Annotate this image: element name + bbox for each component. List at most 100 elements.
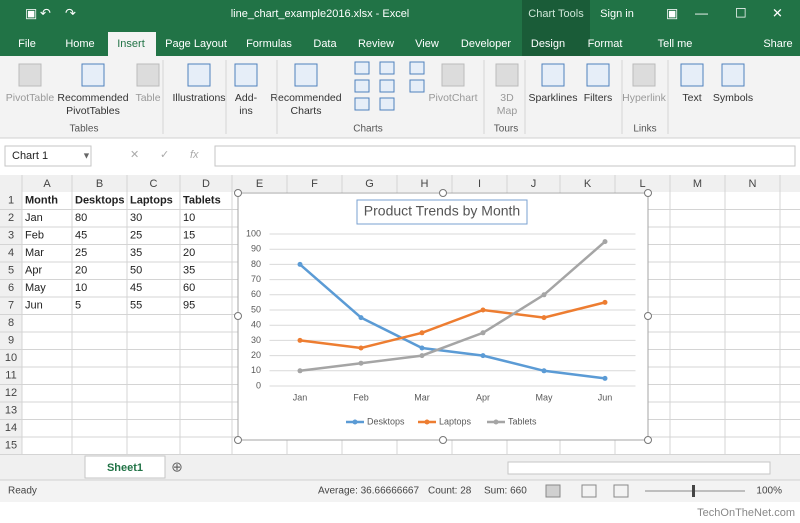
cell[interactable]: 80	[75, 212, 87, 224]
column-header[interactable]: N	[749, 178, 757, 190]
undo-icon[interactable]: ↶	[40, 5, 51, 20]
ribbon-icon[interactable]	[680, 63, 704, 87]
cell[interactable]: Feb	[25, 230, 44, 242]
cell[interactable]: 25	[130, 230, 142, 242]
name-box-arrow[interactable]: ▼	[82, 150, 91, 160]
ribbon-tab[interactable]: Review	[358, 38, 394, 50]
view-break[interactable]	[613, 484, 629, 498]
row-header[interactable]: 7	[8, 300, 14, 312]
ribbon-button-label[interactable]: Recommended	[57, 92, 128, 104]
ribbon-tab[interactable]: Insert	[117, 38, 145, 50]
ribbon-button-label[interactable]: Recommended	[270, 92, 341, 104]
row-header[interactable]: 15	[5, 440, 17, 452]
ribbon-tab[interactable]: Share	[763, 38, 792, 50]
row-header[interactable]: 10	[5, 352, 17, 364]
sign-in[interactable]: Sign in	[600, 8, 634, 20]
cell[interactable]: 25	[75, 247, 87, 259]
cell[interactable]: 95	[183, 300, 195, 312]
resize-handle[interactable]	[439, 189, 447, 197]
column-header[interactable]: E	[256, 178, 263, 190]
ribbon-button-label[interactable]: Charts	[291, 105, 322, 117]
resize-handle[interactable]	[234, 189, 242, 197]
column-header[interactable]: A	[43, 178, 51, 190]
chart-area[interactable]	[237, 192, 649, 441]
ribbon-icon[interactable]	[234, 63, 258, 87]
row-header[interactable]: 13	[5, 405, 17, 417]
ribbon-button-label[interactable]: PivotTables	[66, 105, 120, 117]
ribbon-tab[interactable]: Tell me	[658, 38, 693, 50]
cell[interactable]: 5	[75, 300, 81, 312]
cell[interactable]: 15	[183, 230, 195, 242]
resize-handle[interactable]	[439, 436, 447, 444]
resize-handle[interactable]	[234, 312, 242, 320]
ribbon-button-label[interactable]: Filters	[584, 92, 613, 104]
name-box[interactable]	[4, 145, 92, 167]
chart-type-icon[interactable]	[409, 79, 425, 93]
chart-type-icon[interactable]	[379, 61, 395, 75]
row-header[interactable]: 11	[5, 370, 16, 382]
cell[interactable]: 35	[130, 247, 142, 259]
ribbon-button-label[interactable]: Map	[497, 105, 518, 117]
ribbon-button-label[interactable]: ins	[239, 105, 252, 117]
ribbon-icon[interactable]	[18, 63, 42, 87]
cell[interactable]: 20	[75, 265, 87, 277]
view-normal[interactable]	[545, 484, 561, 498]
view-layout[interactable]	[581, 484, 597, 498]
ribbon-tab[interactable]: Developer	[461, 38, 511, 50]
ribbon-button-label[interactable]: Hyperlink	[622, 92, 667, 104]
cell[interactable]: 50	[130, 265, 142, 277]
cell[interactable]: Mar	[25, 247, 44, 259]
ribbon-tab[interactable]: File	[18, 38, 36, 50]
chart-type-icon[interactable]	[379, 79, 395, 93]
cell[interactable]: Desktops	[75, 195, 125, 207]
column-header[interactable]: J	[531, 178, 537, 190]
column-header[interactable]: H	[421, 178, 429, 190]
row-header[interactable]: 5	[8, 265, 14, 277]
minimize[interactable]: —	[695, 5, 708, 20]
column-header[interactable]: L	[639, 178, 645, 190]
cell[interactable]: 45	[130, 282, 142, 294]
cell[interactable]: 55	[130, 300, 142, 312]
resize-handle[interactable]	[644, 189, 652, 197]
ribbon-icon[interactable]	[721, 63, 745, 87]
row-header[interactable]: 4	[8, 247, 14, 259]
ribbon-tab[interactable]: Formulas	[246, 38, 292, 50]
row-header[interactable]: 6	[8, 282, 14, 294]
cell[interactable]: Jun	[25, 300, 43, 312]
column-header[interactable]: F	[311, 178, 318, 190]
sheet-tab[interactable]: Sheet1	[107, 462, 143, 474]
save-icon[interactable]: ▣	[25, 5, 37, 20]
cancel-icon[interactable]: ✕	[130, 149, 139, 161]
ribbon-icon[interactable]	[294, 63, 318, 87]
row-header[interactable]: 9	[8, 335, 14, 347]
ribbon-icon[interactable]	[632, 63, 656, 87]
cell[interactable]: Month	[25, 195, 58, 207]
column-header[interactable]: G	[365, 178, 374, 190]
ribbon-tab[interactable]: Page Layout	[165, 38, 227, 50]
chart-type-icon[interactable]	[409, 61, 425, 75]
column-header[interactable]: I	[478, 178, 481, 190]
cell[interactable]: May	[25, 282, 46, 294]
row-header[interactable]: 14	[5, 422, 17, 434]
ribbon-tab[interactable]: Data	[313, 38, 337, 50]
close[interactable]: ✕	[772, 5, 783, 20]
chart-type-icon[interactable]	[354, 97, 370, 111]
cell[interactable]: 10	[183, 212, 195, 224]
cell[interactable]: 30	[130, 212, 142, 224]
formula-input[interactable]	[214, 145, 796, 167]
ribbon-button-label[interactable]: Table	[135, 92, 160, 104]
ribbon-icon[interactable]	[586, 63, 610, 87]
ribbon-button-label[interactable]: PivotTable	[6, 92, 55, 104]
cell[interactable]: Tablets	[183, 195, 221, 207]
resize-handle[interactable]	[234, 436, 242, 444]
ribbon-icon[interactable]	[136, 63, 160, 87]
enter-icon[interactable]: ✓	[160, 149, 169, 161]
row-header[interactable]: 2	[8, 212, 14, 224]
ribbon-icon[interactable]	[541, 63, 565, 87]
row-header[interactable]: 12	[5, 387, 17, 399]
cell[interactable]: 20	[183, 247, 195, 259]
ribbon-tab[interactable]: Home	[65, 38, 94, 50]
ribbon-tab[interactable]: Design	[531, 38, 565, 50]
cell[interactable]: Apr	[25, 265, 42, 277]
resize-handle[interactable]	[644, 436, 652, 444]
